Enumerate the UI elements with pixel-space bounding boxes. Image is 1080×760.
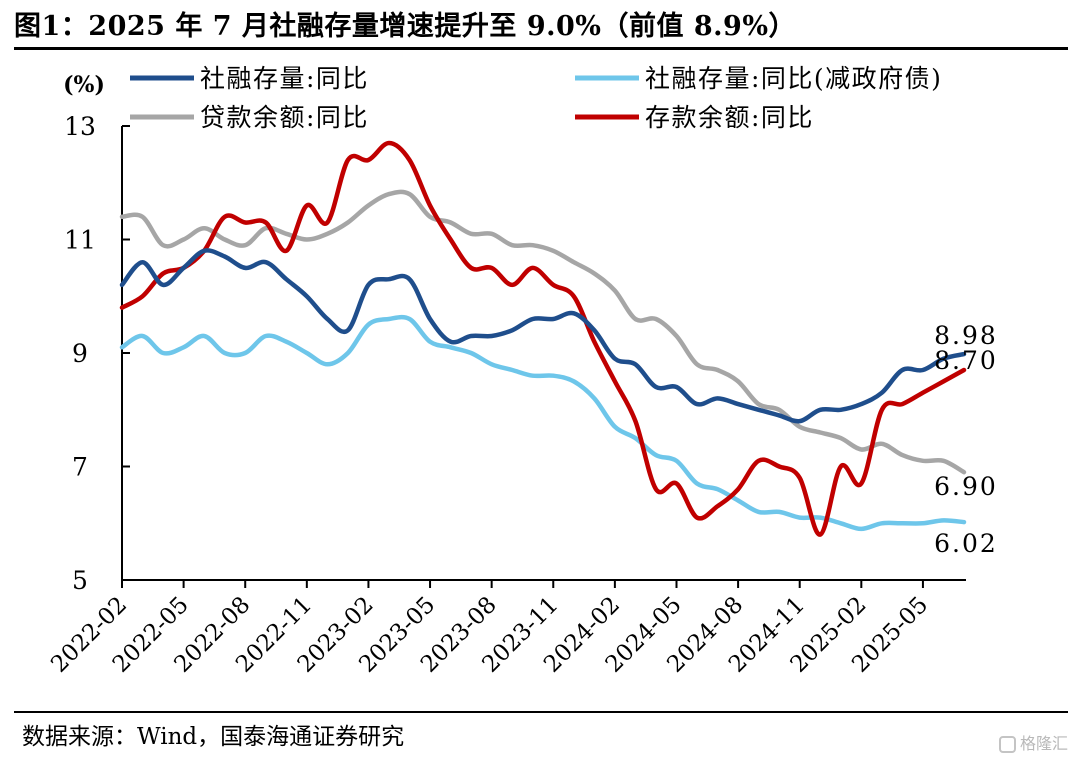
series-line [119, 189, 967, 475]
legend-label: 社融存量:同比(减政府债) [645, 64, 942, 93]
end-value-label: 6.90 [934, 472, 998, 501]
series-lines [119, 140, 967, 537]
y-tick-label: 5 [72, 566, 88, 595]
axes: (%)13119752022-022022-052022-082022-1120… [46, 72, 966, 678]
end-value-label: 6.02 [934, 529, 998, 558]
legend-label: 贷款余额:同比 [200, 103, 369, 132]
legend-label: 社融存量:同比 [200, 64, 369, 93]
title-rule [14, 47, 1068, 50]
series-line [119, 248, 967, 424]
end-labels: 8.98 6.02 6.90 8.70 [934, 321, 998, 558]
y-tick-label: 7 [72, 453, 88, 482]
y-tick-label: 11 [64, 226, 96, 255]
end-value-label: 8.98 [934, 321, 998, 350]
page-title: 图1：2025 年 7 月社融存量增速提升至 9.0%（前值 8.9%） [14, 11, 796, 42]
series-line [119, 140, 967, 537]
watermark-text: 格隆汇 [1019, 734, 1068, 753]
legend-label: 存款余额:同比 [645, 103, 814, 132]
bottom-rule [14, 711, 1068, 713]
watermark: 格隆汇 [998, 730, 1068, 754]
y-tick-label: 9 [72, 339, 88, 368]
end-value-label: 8.70 [934, 346, 998, 375]
watermark-logo-icon [998, 736, 1016, 753]
source-note: 数据来源：Wind，国泰海通证券研究 [22, 724, 405, 750]
series-line [119, 314, 967, 532]
legend: 社融存量:同比 社融存量:同比(减政府债) 贷款余额:同比 存款余额:同比 [130, 64, 942, 132]
y-unit-label: (%) [63, 72, 105, 98]
y-tick-label: 13 [64, 112, 96, 141]
